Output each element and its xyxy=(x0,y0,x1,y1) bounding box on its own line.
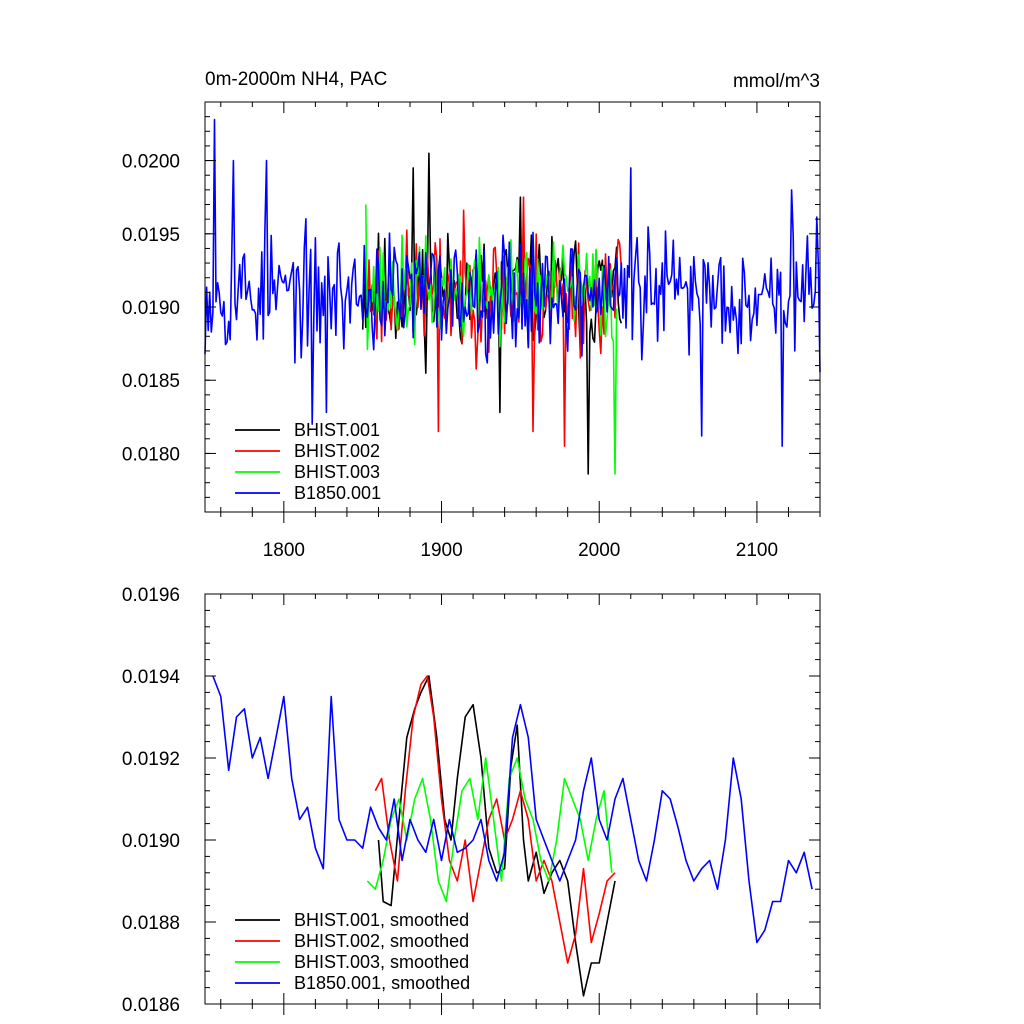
top-legend-label-1: BHIST.002 xyxy=(294,441,380,461)
bottom-series-group xyxy=(212,675,813,997)
top-x-tick-label: 2100 xyxy=(736,540,778,561)
bottom-panel: 0.0186 0.0188 0.0190 0.0192 0.0194 0.0196 BHI… xyxy=(122,585,821,1016)
bottom-legend-label-0: BHIST.001, smoothed xyxy=(294,910,469,930)
bottom-series-line-2 xyxy=(366,757,613,903)
bottom-series-line-3 xyxy=(212,675,813,944)
top-y-tick-label: 0.0190 xyxy=(122,298,180,319)
bottom-y-tick-label: 0.0192 xyxy=(122,749,180,770)
top-x-tick-label: 2000 xyxy=(578,540,620,561)
bottom-y-tick-label: 0.0194 xyxy=(122,667,181,688)
top-x-tick-label: 1900 xyxy=(420,540,462,561)
bottom-axis-ticks: 0.0186 0.0188 0.0190 0.0192 0.0194 0.0196 xyxy=(122,585,821,1016)
top-title-right: mmol/m^3 xyxy=(733,71,820,92)
top-panel: 0m-2000m NH4, PAC mmol/m^3 0.01800.01850… xyxy=(122,69,821,561)
top-y-tick-label: 0.0185 xyxy=(122,371,180,392)
bottom-plot-frame xyxy=(204,593,821,1005)
top-series-line-3 xyxy=(204,118,821,447)
bottom-y-tick-label: 0.0188 xyxy=(122,913,180,934)
top-legend-label-3: B1850.001 xyxy=(294,483,381,503)
top-legend-label-2: BHIST.003 xyxy=(294,462,380,482)
bottom-legend-label-1: BHIST.002, smoothed xyxy=(294,931,469,951)
bottom-y-tick-label: 0.0190 xyxy=(122,831,180,852)
top-y-tick-label: 0.0195 xyxy=(122,225,180,246)
top-y-tick-label: 0.0200 xyxy=(122,152,180,173)
bottom-legend-label-2: BHIST.003, smoothed xyxy=(294,952,469,972)
bottom-legend-label-3: B1850.001, smoothed xyxy=(294,973,470,993)
top-series-group xyxy=(204,118,821,475)
bottom-y-tick-label: 0.0196 xyxy=(122,585,180,606)
bottom-y-tick-label: 0.0186 xyxy=(122,995,180,1016)
top-title-left: 0m-2000m NH4, PAC xyxy=(205,69,387,90)
top-y-tick-label: 0.0180 xyxy=(122,444,180,465)
top-legend-label-0: BHIST.001 xyxy=(294,420,380,440)
top-x-tick-label: 1800 xyxy=(263,540,305,561)
top-axis-ticks: 0.0180 0.0185 0.0190 0.0195 0.0200 1800 1900 20… xyxy=(122,101,821,561)
